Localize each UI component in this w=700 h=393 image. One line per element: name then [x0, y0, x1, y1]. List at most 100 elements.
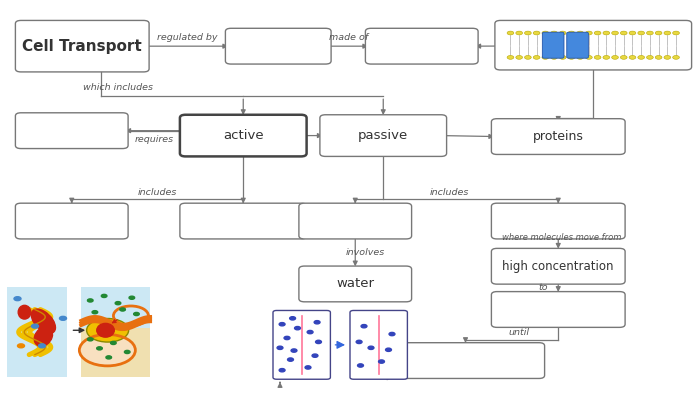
Circle shape [551, 31, 557, 35]
Circle shape [594, 31, 601, 35]
FancyBboxPatch shape [320, 115, 447, 156]
FancyBboxPatch shape [15, 203, 128, 239]
Ellipse shape [18, 305, 31, 319]
Circle shape [368, 346, 374, 349]
Circle shape [116, 301, 121, 305]
Circle shape [585, 55, 592, 59]
Circle shape [18, 344, 24, 348]
FancyBboxPatch shape [299, 203, 412, 239]
Text: proteins: proteins [533, 130, 584, 143]
Text: involves: involves [346, 248, 386, 257]
Text: until: until [508, 329, 529, 337]
Circle shape [277, 346, 283, 349]
Text: regulated by: regulated by [157, 33, 218, 42]
FancyBboxPatch shape [273, 310, 330, 379]
Circle shape [379, 360, 384, 363]
Circle shape [386, 348, 391, 351]
Circle shape [524, 31, 531, 35]
Circle shape [542, 55, 549, 59]
FancyBboxPatch shape [15, 113, 128, 149]
Circle shape [603, 55, 610, 59]
Circle shape [92, 310, 98, 314]
Circle shape [87, 318, 129, 342]
Circle shape [524, 55, 531, 59]
Circle shape [620, 31, 627, 35]
Circle shape [312, 354, 318, 357]
Circle shape [673, 55, 680, 59]
Circle shape [594, 55, 601, 59]
Circle shape [305, 366, 311, 369]
Circle shape [88, 299, 93, 302]
FancyBboxPatch shape [386, 343, 545, 378]
Circle shape [647, 31, 653, 35]
Circle shape [559, 55, 566, 59]
Circle shape [38, 344, 46, 348]
Circle shape [356, 340, 362, 343]
Circle shape [389, 332, 395, 336]
FancyBboxPatch shape [299, 266, 412, 302]
Circle shape [664, 31, 671, 35]
Ellipse shape [97, 323, 114, 337]
Circle shape [314, 321, 320, 324]
FancyBboxPatch shape [180, 203, 307, 239]
Circle shape [620, 55, 627, 59]
Text: active: active [223, 129, 264, 142]
Circle shape [80, 335, 134, 365]
FancyBboxPatch shape [180, 115, 307, 156]
Circle shape [577, 31, 584, 35]
Bar [81, 287, 150, 377]
Text: where molecules move from: where molecules move from [502, 233, 622, 242]
Circle shape [97, 347, 102, 350]
Circle shape [316, 340, 321, 343]
Circle shape [88, 338, 93, 341]
Text: water: water [336, 277, 375, 290]
FancyBboxPatch shape [491, 292, 625, 327]
Circle shape [111, 342, 116, 345]
Circle shape [647, 55, 653, 59]
Text: requires: requires [134, 135, 174, 144]
Ellipse shape [32, 309, 55, 333]
Circle shape [361, 325, 367, 328]
Circle shape [507, 31, 514, 35]
Circle shape [279, 369, 285, 372]
Circle shape [655, 31, 662, 35]
Circle shape [673, 31, 680, 35]
Circle shape [551, 55, 557, 59]
Circle shape [612, 31, 618, 35]
FancyBboxPatch shape [365, 28, 478, 64]
Circle shape [612, 55, 618, 59]
Circle shape [32, 324, 38, 328]
Circle shape [533, 55, 540, 59]
Text: high concentration: high concentration [503, 260, 614, 273]
Circle shape [14, 297, 21, 301]
Circle shape [507, 55, 514, 59]
FancyBboxPatch shape [542, 32, 564, 58]
FancyBboxPatch shape [495, 20, 692, 70]
Circle shape [655, 55, 662, 59]
FancyBboxPatch shape [567, 32, 589, 58]
Circle shape [516, 31, 522, 35]
Circle shape [102, 294, 107, 298]
Circle shape [559, 31, 566, 35]
Circle shape [129, 296, 134, 299]
FancyBboxPatch shape [491, 248, 625, 284]
Text: includes: includes [430, 188, 470, 196]
Text: includes: includes [138, 188, 177, 196]
Circle shape [288, 358, 293, 361]
Text: which includes: which includes [83, 83, 153, 92]
Circle shape [542, 31, 549, 35]
Circle shape [284, 336, 290, 340]
Text: to: to [538, 283, 547, 292]
Circle shape [577, 55, 584, 59]
Text: made of: made of [328, 33, 368, 42]
Circle shape [125, 351, 130, 354]
Circle shape [307, 331, 313, 334]
FancyBboxPatch shape [491, 119, 625, 154]
Text: passive: passive [358, 129, 408, 142]
Circle shape [568, 55, 575, 59]
FancyBboxPatch shape [491, 203, 625, 239]
Circle shape [638, 55, 645, 59]
Circle shape [291, 349, 297, 352]
Circle shape [516, 55, 522, 59]
FancyBboxPatch shape [15, 20, 149, 72]
